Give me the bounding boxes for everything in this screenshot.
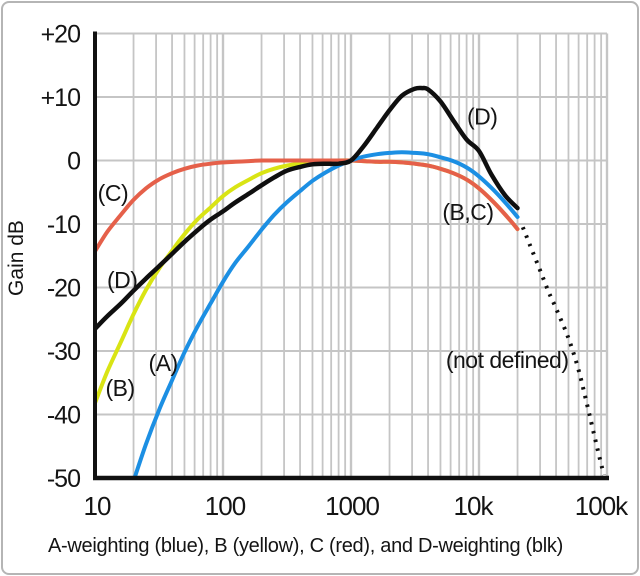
label-a: (A) <box>148 350 177 376</box>
y-tick-label-3: -10 <box>47 211 80 239</box>
y-tick-label-2: 0 <box>67 148 80 176</box>
curve-d-weighting <box>93 85 520 332</box>
y-tick-label-1: +10 <box>41 84 81 112</box>
chart-caption: A-weighting (blue), B (yellow), C (red),… <box>48 535 563 557</box>
x-tick-label-4: 100k <box>575 491 629 521</box>
y-tick-label-4: -20 <box>47 275 80 303</box>
curves <box>93 85 607 478</box>
x-tick-label-1: 100 <box>205 491 246 521</box>
y-tick-label-6: -40 <box>47 402 80 430</box>
gridlines <box>93 32 609 478</box>
label-d-low: (D) <box>107 267 137 293</box>
x-tick-label-2: 1000 <box>325 491 379 521</box>
y-tick-label-0: +20 <box>41 21 81 49</box>
curve-a-weighting <box>132 150 520 478</box>
curve-c-weighting <box>93 158 520 254</box>
x-tick-label-0: 10 <box>84 491 111 521</box>
y-tick-label-7: -50 <box>47 465 80 493</box>
label-d-high: (D) <box>467 104 497 130</box>
y-tick-label-5: -30 <box>47 338 80 366</box>
label-not-defined: (not defined) <box>446 347 569 373</box>
label-b-c: (B,C) <box>442 199 493 225</box>
label-b: (B) <box>105 375 134 401</box>
curve-d-weighting-undefined <box>520 226 607 476</box>
label-c: (C) <box>98 180 128 206</box>
x-tick-label-3: 10k <box>454 491 495 521</box>
y-axis-title: Gain dB <box>5 220 28 296</box>
